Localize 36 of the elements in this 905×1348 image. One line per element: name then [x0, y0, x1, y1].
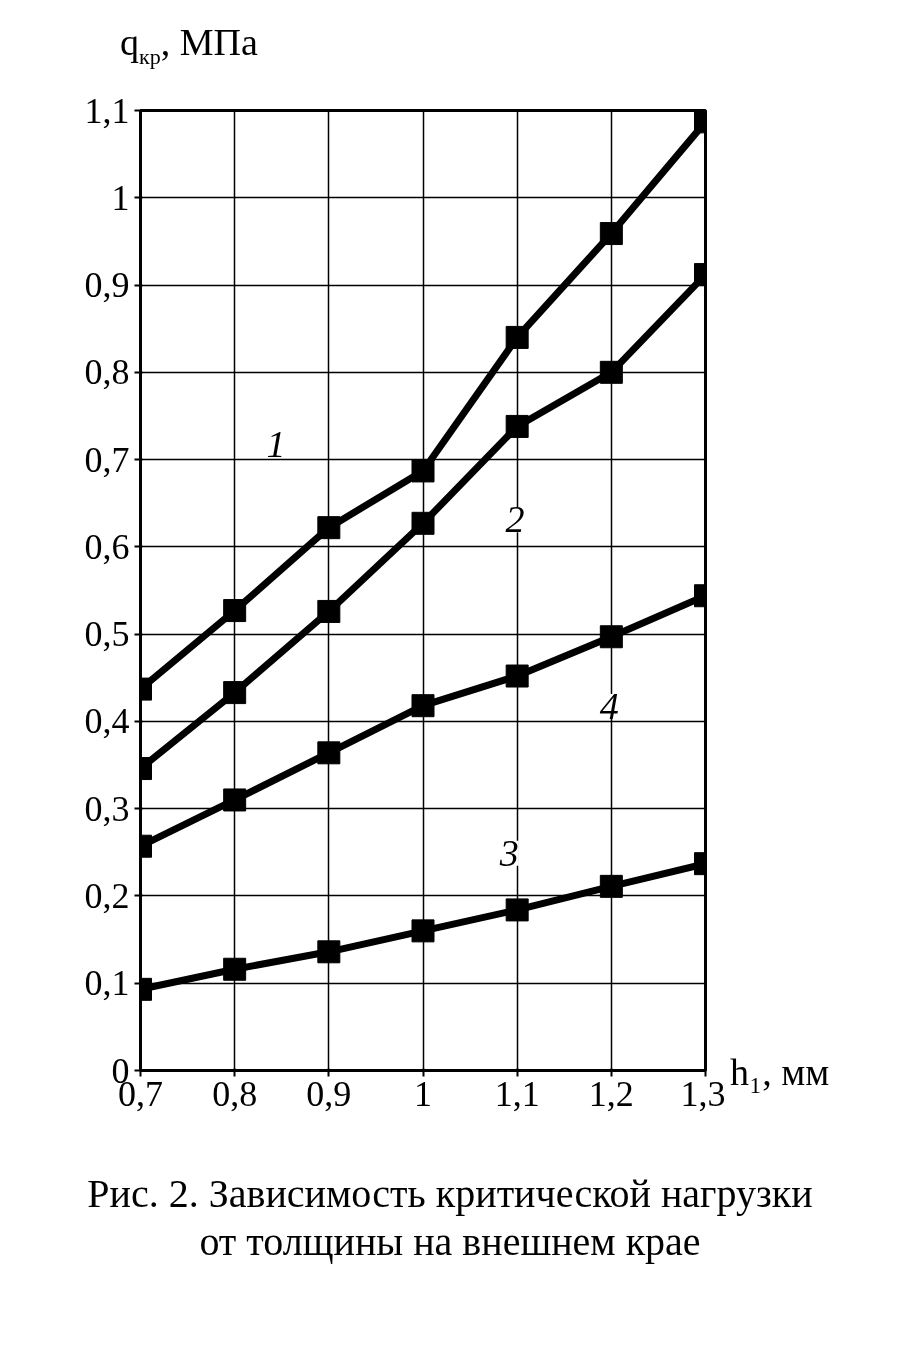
point: [505, 898, 529, 922]
text: Рис. 2. Зависимость критической нагрузки от толщины на внешнем крае: [86, 1170, 814, 1266]
y-axis-title: q$_{кр}$, МПа: [120, 20, 258, 71]
point: [411, 459, 435, 483]
y-tick-label: 1,1: [84, 90, 130, 131]
y-tick-label: 0,8: [84, 352, 130, 393]
y-tick-label: 1: [111, 177, 130, 218]
y-tick-label: 0,4: [84, 701, 130, 742]
point: [317, 599, 341, 623]
x-axis-title: h₁, мм: [730, 1050, 830, 1095]
series-label: 3: [498, 831, 519, 874]
point: [505, 664, 529, 688]
x-tick-label: 0,8: [212, 1073, 258, 1114]
point: [411, 694, 435, 718]
point: [317, 940, 341, 964]
series-label: 4: [599, 684, 619, 727]
point: [411, 511, 435, 535]
x-tick-label: 1,1: [494, 1073, 540, 1114]
point: [411, 919, 435, 943]
series-label: 1: [266, 422, 286, 465]
y-tick-label: 0,6: [84, 526, 130, 567]
y-tick-label: 0,3: [84, 788, 130, 829]
y-tick-label: 0,2: [84, 875, 130, 916]
x-tick-label: 0,9: [306, 1073, 352, 1114]
x-tick-label: 1,2: [588, 1073, 634, 1114]
y-tick-label: 0,9: [84, 265, 130, 306]
y-tick-label: 0,1: [84, 963, 130, 1004]
x-tick-label: 1: [414, 1073, 432, 1114]
point: [317, 516, 341, 540]
x-tick-label: 1,3: [680, 1073, 726, 1114]
y-tick-label: 0,5: [84, 614, 130, 655]
point: [505, 414, 529, 438]
point: [505, 325, 529, 349]
series-label: 2: [505, 498, 525, 541]
y-tick-label: 0,7: [84, 439, 130, 480]
point: [317, 741, 341, 765]
